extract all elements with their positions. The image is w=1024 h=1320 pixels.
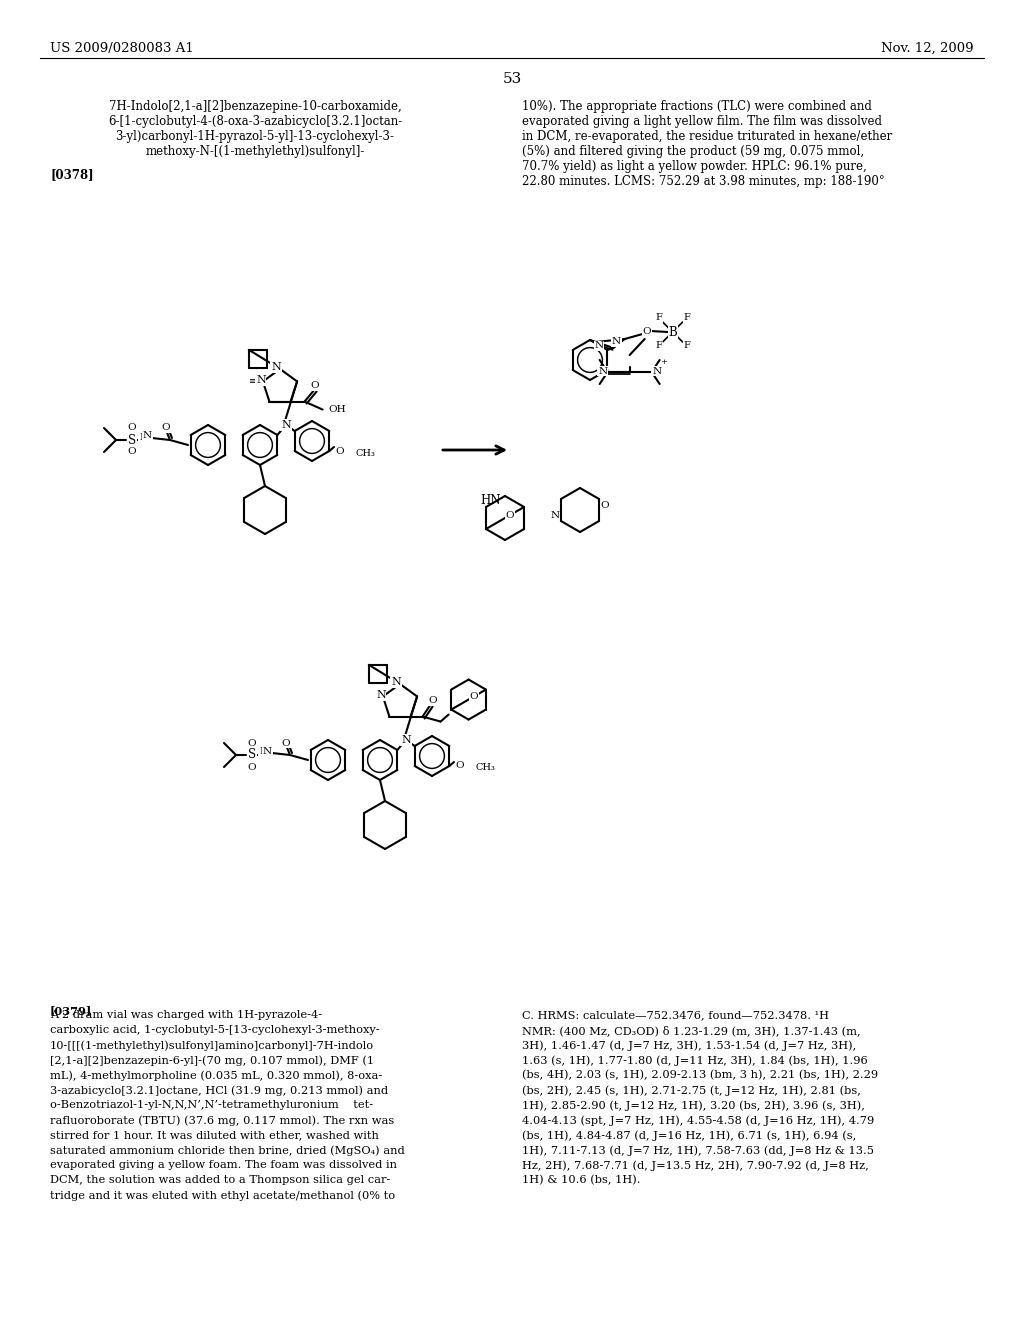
Text: O: O <box>162 424 170 433</box>
Text: N: N <box>611 338 621 346</box>
Text: 6-[1-cyclobutyl-4-(8-oxa-3-azabicyclo[3.2.1]octan-: 6-[1-cyclobutyl-4-(8-oxa-3-azabicyclo[3.… <box>108 115 402 128</box>
Text: N: N <box>652 367 662 375</box>
Text: o-Benzotriazol-1-yl-N,N,N’,N’-tetramethyluronium    tet-: o-Benzotriazol-1-yl-N,N,N’,N’-tetramethy… <box>50 1100 373 1110</box>
Text: methoxy-N-[(1-methylethyl)sulfonyl]-: methoxy-N-[(1-methylethyl)sulfonyl]- <box>145 145 365 158</box>
Text: 1.63 (s, 1H), 1.77-1.80 (d, J=11 Hz, 3H), 1.84 (bs, 1H), 1.96: 1.63 (s, 1H), 1.77-1.80 (d, J=11 Hz, 3H)… <box>522 1055 867 1065</box>
Text: O: O <box>456 762 464 771</box>
Text: HN: HN <box>480 494 501 507</box>
Text: 3-azabicyclo[3.2.1]octane, HCl (31.9 mg, 0.213 mmol) and: 3-azabicyclo[3.2.1]octane, HCl (31.9 mg,… <box>50 1085 388 1096</box>
Text: in DCM, re-evaporated, the residue triturated in hexane/ether: in DCM, re-evaporated, the residue tritu… <box>522 129 892 143</box>
Text: 3H), 1.46-1.47 (d, J=7 Hz, 3H), 1.53-1.54 (d, J=7 Hz, 3H),: 3H), 1.46-1.47 (d, J=7 Hz, 3H), 1.53-1.5… <box>522 1040 856 1051</box>
Text: 53: 53 <box>503 73 521 86</box>
Text: [0379]: [0379] <box>50 1005 92 1016</box>
Text: Nov. 12, 2009: Nov. 12, 2009 <box>882 42 974 55</box>
Text: mL), 4-methylmorpholine (0.035 mL, 0.320 mmol), 8-oxa-: mL), 4-methylmorpholine (0.035 mL, 0.320… <box>50 1071 382 1081</box>
Text: F: F <box>655 314 663 322</box>
Text: O: O <box>248 763 256 771</box>
Text: O: O <box>310 381 318 391</box>
Text: 3-yl)carbonyl-1H-pyrazol-5-yl]-13-cyclohexyl-3-: 3-yl)carbonyl-1H-pyrazol-5-yl]-13-cycloh… <box>116 129 394 143</box>
Text: N: N <box>401 735 411 744</box>
Text: [0378]: [0378] <box>50 168 93 181</box>
Text: N: N <box>551 511 560 520</box>
Text: NMR: (400 Mz, CD₃OD) δ 1.23-1.29 (m, 3H), 1.37-1.43 (m,: NMR: (400 Mz, CD₃OD) δ 1.23-1.29 (m, 3H)… <box>522 1026 860 1036</box>
Text: F: F <box>683 342 690 351</box>
Text: (bs, 2H), 2.45 (s, 1H), 2.71-2.75 (t, J=12 Hz, 1H), 2.81 (bs,: (bs, 2H), 2.45 (s, 1H), 2.71-2.75 (t, J=… <box>522 1085 861 1096</box>
Text: N: N <box>376 690 386 701</box>
Text: O: O <box>128 424 136 433</box>
Text: (5%) and filtered giving the product (59 mg, 0.075 mmol,: (5%) and filtered giving the product (59… <box>522 145 864 158</box>
Text: S: S <box>248 748 256 762</box>
Text: ≡: ≡ <box>249 378 257 385</box>
Text: H: H <box>139 433 148 441</box>
Text: A 2 dram vial was charged with 1H-pyrazole-4-: A 2 dram vial was charged with 1H-pyrazo… <box>50 1010 323 1020</box>
Text: CH₃: CH₃ <box>356 449 376 458</box>
Text: 1H), 7.11-7.13 (d, J=7 Hz, 1H), 7.58-7.63 (dd, J=8 Hz & 13.5: 1H), 7.11-7.13 (d, J=7 Hz, 1H), 7.58-7.6… <box>522 1144 874 1155</box>
Text: N: N <box>391 677 400 686</box>
Text: F: F <box>683 314 690 322</box>
Text: C. HRMS: calculate—752.3476, found—752.3478. ¹H: C. HRMS: calculate—752.3476, found—752.3… <box>522 1010 829 1020</box>
Text: (bs, 1H), 4.84-4.87 (d, J=16 Hz, 1H), 6.71 (s, 1H), 6.94 (s,: (bs, 1H), 4.84-4.87 (d, J=16 Hz, 1H), 6.… <box>522 1130 856 1140</box>
Text: N: N <box>282 420 291 430</box>
Text: O: O <box>600 500 608 510</box>
Text: N: N <box>256 375 266 385</box>
Text: evaporated giving a light yellow film. The film was dissolved: evaporated giving a light yellow film. T… <box>522 115 882 128</box>
Text: +: + <box>660 358 667 366</box>
Text: Hz, 2H), 7.68-7.71 (d, J=13.5 Hz, 2H), 7.90-7.92 (d, J=8 Hz,: Hz, 2H), 7.68-7.71 (d, J=13.5 Hz, 2H), 7… <box>522 1160 868 1171</box>
Text: O: O <box>469 692 478 701</box>
Text: N: N <box>263 747 272 755</box>
Text: 4.04-4.13 (spt, J=7 Hz, 1H), 4.55-4.58 (d, J=16 Hz, 1H), 4.79: 4.04-4.13 (spt, J=7 Hz, 1H), 4.55-4.58 (… <box>522 1115 874 1126</box>
Text: OH: OH <box>329 405 346 414</box>
Text: H: H <box>259 747 268 756</box>
Text: O: O <box>642 326 651 335</box>
Text: N: N <box>598 367 607 375</box>
Text: O: O <box>128 447 136 457</box>
Text: N: N <box>271 362 281 372</box>
Text: rafluoroborate (TBTU) (37.6 mg, 0.117 mmol). The rxn was: rafluoroborate (TBTU) (37.6 mg, 0.117 mm… <box>50 1115 394 1126</box>
Text: O: O <box>506 511 514 520</box>
Text: DCM, the solution was added to a Thompson silica gel car-: DCM, the solution was added to a Thompso… <box>50 1175 390 1185</box>
Text: B: B <box>669 326 677 338</box>
Text: evaporated giving a yellow foam. The foam was dissolved in: evaporated giving a yellow foam. The foa… <box>50 1160 397 1170</box>
Text: carboxylic acid, 1-cyclobutyl-5-[13-cyclohexyl-3-methoxy-: carboxylic acid, 1-cyclobutyl-5-[13-cycl… <box>50 1026 380 1035</box>
Text: saturated ammonium chloride then brine, dried (MgSO₄) and: saturated ammonium chloride then brine, … <box>50 1144 404 1155</box>
Text: CH₃: CH₃ <box>476 763 496 772</box>
Text: 10%). The appropriate fractions (TLC) were combined and: 10%). The appropriate fractions (TLC) we… <box>522 100 871 114</box>
Text: [2,1-a][2]benzazepin-6-yl]-(70 mg, 0.107 mmol), DMF (1: [2,1-a][2]benzazepin-6-yl]-(70 mg, 0.107… <box>50 1055 374 1065</box>
Text: O: O <box>282 738 291 747</box>
Text: 7H-Indolo[2,1-a][2]benzazepine-10-carboxamide,: 7H-Indolo[2,1-a][2]benzazepine-10-carbox… <box>109 100 401 114</box>
Text: O: O <box>248 738 256 747</box>
Text: tridge and it was eluted with ethyl acetate/methanol (0% to: tridge and it was eluted with ethyl acet… <box>50 1191 395 1201</box>
Text: N: N <box>143 432 152 441</box>
Text: O: O <box>428 696 437 705</box>
Text: S: S <box>128 433 136 446</box>
Text: 1H) & 10.6 (bs, 1H).: 1H) & 10.6 (bs, 1H). <box>522 1175 640 1185</box>
Text: 22.80 minutes. LCMS: 752.29 at 3.98 minutes, mp: 188-190°: 22.80 minutes. LCMS: 752.29 at 3.98 minu… <box>522 176 885 187</box>
Text: US 2009/0280083 A1: US 2009/0280083 A1 <box>50 42 194 55</box>
Text: 10-[[[(1-methylethyl)sulfonyl]amino]carbonyl]-7H-indolo: 10-[[[(1-methylethyl)sulfonyl]amino]carb… <box>50 1040 374 1051</box>
Text: N: N <box>595 342 603 351</box>
Text: F: F <box>655 342 663 351</box>
Text: O: O <box>336 446 344 455</box>
Text: (bs, 4H), 2.03 (s, 1H), 2.09-2.13 (bm, 3 h), 2.21 (bs, 1H), 2.29: (bs, 4H), 2.03 (s, 1H), 2.09-2.13 (bm, 3… <box>522 1071 879 1080</box>
Text: 70.7% yield) as light a yellow powder. HPLC: 96.1% pure,: 70.7% yield) as light a yellow powder. H… <box>522 160 866 173</box>
Text: 1H), 2.85-2.90 (t, J=12 Hz, 1H), 3.20 (bs, 2H), 3.96 (s, 3H),: 1H), 2.85-2.90 (t, J=12 Hz, 1H), 3.20 (b… <box>522 1100 865 1110</box>
Text: stirred for 1 hour. It was diluted with ether, washed with: stirred for 1 hour. It was diluted with … <box>50 1130 379 1140</box>
